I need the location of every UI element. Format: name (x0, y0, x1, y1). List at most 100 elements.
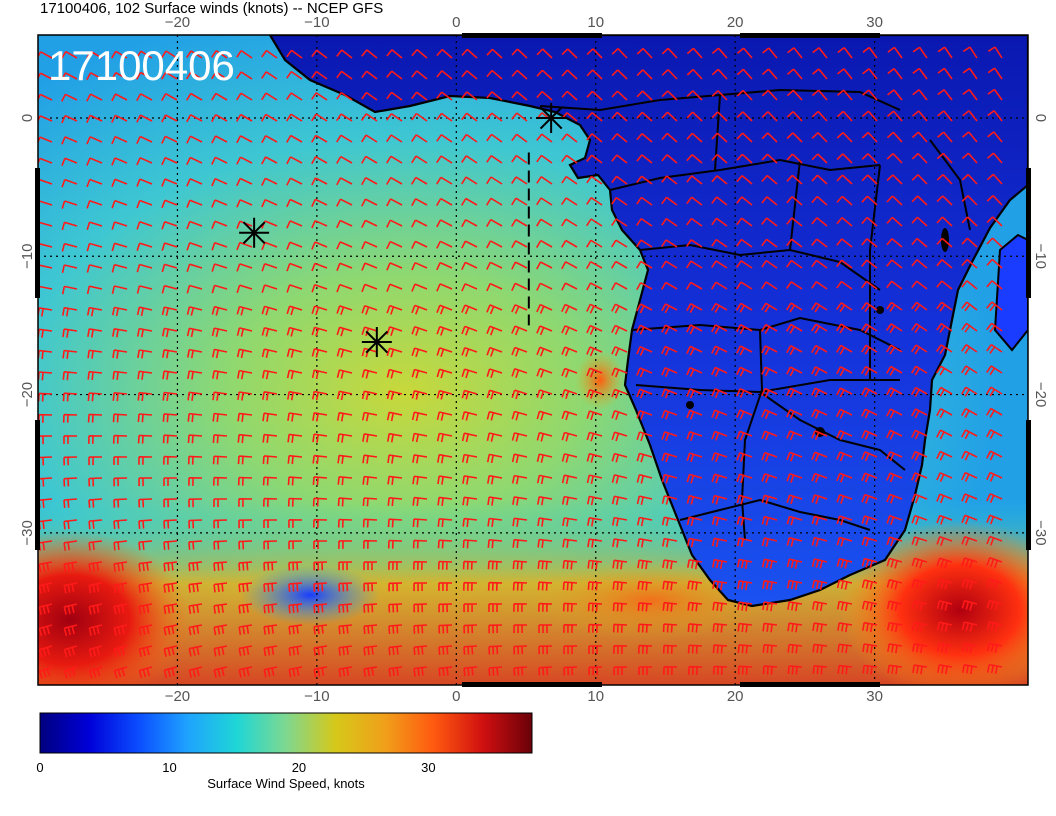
wind-barb-785 (163, 477, 177, 486)
wind-barb-160 (136, 135, 153, 145)
wind-barb-912 (412, 539, 428, 549)
wind-barb-715 (362, 433, 378, 443)
wind-barb-445 (436, 283, 453, 292)
wind-barb-149 (836, 110, 853, 122)
wind-barb-162 (186, 135, 203, 144)
wind-barb-538 (811, 323, 828, 334)
wind-barb-550 (137, 349, 153, 359)
wind-barb-266 (836, 174, 853, 185)
wind-barb-26 (686, 47, 703, 59)
wind-barb-349 (961, 216, 978, 227)
wind-barb-136 (511, 112, 528, 122)
wind-barb-416 (686, 260, 703, 269)
wind-barb-435 (186, 284, 203, 294)
wind-barb-881 (612, 516, 628, 527)
wind-barb-573 (711, 345, 728, 356)
wind-barb-646 (586, 388, 603, 399)
wind-barb-422 (836, 259, 853, 269)
wind-barb-331 (511, 218, 528, 227)
wind-barb-110 (836, 89, 853, 101)
wind-barb-997 (587, 581, 603, 591)
wind-barb-766 (661, 452, 678, 463)
wind-barb-877 (512, 517, 528, 527)
wind-barb-933 (936, 536, 953, 546)
wind-barb-69 (786, 68, 803, 80)
wind-barb-736 (886, 429, 903, 440)
wind-barb-882 (636, 516, 653, 527)
wind-barb-556 (286, 348, 303, 358)
wind-barb-292 (511, 197, 528, 206)
wind-barb-547 (62, 349, 78, 359)
wind-barb-385 (886, 238, 903, 248)
wind-barb-55 (436, 70, 453, 80)
wind-barb-714 (337, 433, 353, 443)
wind-barb-460 (811, 281, 828, 290)
wind-barb-1140 (263, 666, 278, 678)
wind-barb-692 (761, 409, 778, 420)
wind-barb-579 (861, 344, 878, 355)
wind-barb-4 (136, 50, 153, 59)
wind-barb-551 (162, 349, 178, 359)
wind-barb-475 (211, 305, 228, 316)
wind-barb-29 (762, 47, 778, 59)
wind-barb-113 (912, 89, 928, 101)
wind-barb-694 (811, 408, 828, 419)
wind-barb-1043 (762, 601, 778, 612)
wind-barb-1112 (538, 645, 553, 655)
wind-barb-48 (261, 71, 278, 80)
wind-barb-386 (911, 237, 928, 248)
asterisk-marker-1 (536, 102, 567, 133)
wind-barb-543 (936, 322, 953, 333)
wind-barb-985 (288, 582, 303, 592)
wind-barb-1010 (911, 578, 928, 590)
wind-barb-514 (211, 327, 228, 337)
wind-barb-316 (136, 221, 153, 230)
wind-barb-1014 (38, 603, 53, 615)
wind-barb-764 (611, 452, 628, 463)
wind-barb-638 (386, 390, 403, 400)
wind-barb-9 (261, 49, 278, 59)
wind-barb-40 (61, 72, 78, 81)
wind-barb-124 (211, 113, 228, 123)
wind-barb-765 (636, 452, 653, 463)
wind-barb-689 (686, 409, 703, 420)
wind-barb-309 (936, 195, 953, 206)
wind-barb-404 (386, 262, 403, 271)
wind-barb-828 (263, 497, 278, 507)
wind-barb-1149 (488, 666, 503, 677)
wind-barb-361 (286, 241, 303, 250)
asterisk-marker-2 (239, 217, 270, 248)
wind-barb-1114 (588, 645, 602, 654)
wind-barb-775 (886, 451, 903, 462)
wind-barb-620 (911, 365, 928, 376)
wind-barb-132 (411, 112, 428, 122)
wind-barb-829 (287, 497, 303, 507)
wind-barb-1096 (138, 645, 153, 657)
wind-barb-1057 (138, 624, 153, 636)
wind-barb-1023 (263, 603, 278, 614)
wind-barb-1089 (936, 621, 953, 632)
wind-barb-984 (263, 582, 278, 593)
wind-barb-478 (286, 305, 303, 316)
wind-barb-623 (986, 365, 1003, 376)
wind-barb-1044 (787, 601, 803, 612)
wind-barb-789 (262, 476, 278, 486)
wind-barb-421 (811, 259, 828, 269)
wind-barb-27 (711, 47, 728, 59)
wind-barb-935 (986, 535, 1003, 546)
wind-barb-369 (486, 240, 503, 249)
wind-barb-46 (211, 71, 228, 80)
wind-barb-411 (561, 261, 578, 270)
wind-barb-968 (836, 558, 853, 569)
wind-barb-462 (861, 280, 878, 290)
wind-barb-274 (61, 200, 78, 209)
wind-barb-267 (861, 174, 878, 185)
wind-barb-873 (412, 518, 428, 528)
wind-barb-217 (586, 154, 603, 164)
wind-barb-986 (313, 582, 328, 592)
wind-barb-402 (336, 262, 353, 271)
wind-barb-903 (188, 540, 203, 550)
wind-barb-743 (88, 456, 103, 466)
wind-barb-2 (86, 50, 103, 59)
wind-barb-95 (461, 91, 478, 101)
